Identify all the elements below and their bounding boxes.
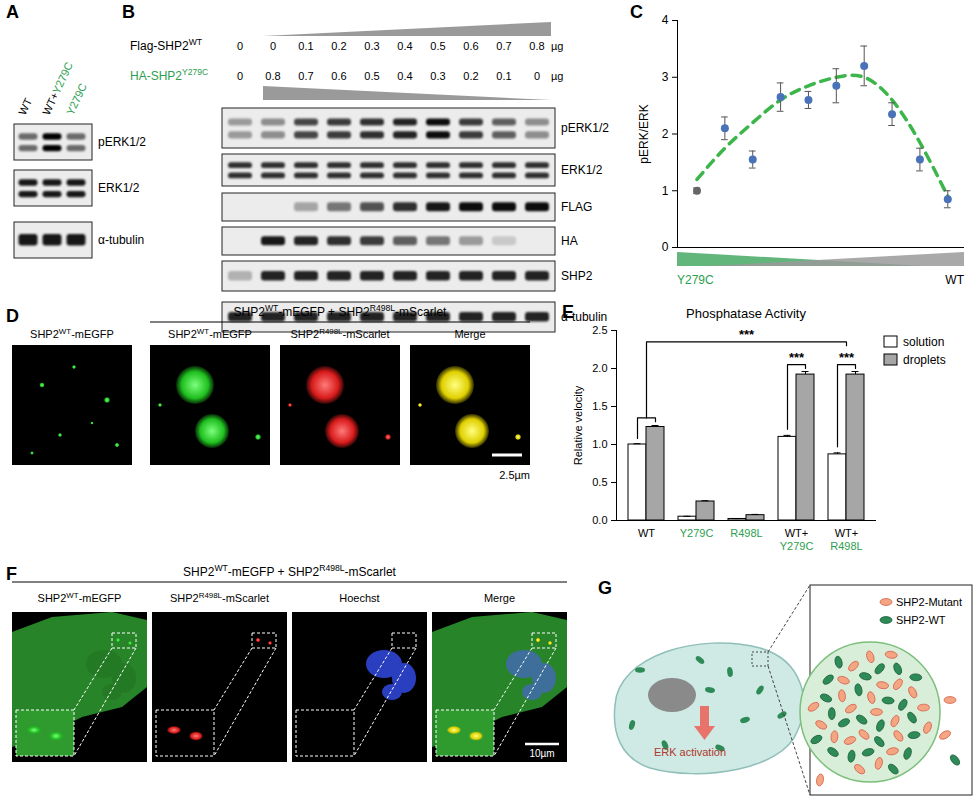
svg-text:WT+Y279C: WT+Y279C	[780, 527, 814, 552]
svg-text:SHP2R498L-mScarlet: SHP2R498L-mScarlet	[170, 591, 269, 604]
svg-text:G: G	[598, 578, 612, 598]
svg-text:0: 0	[237, 40, 243, 52]
svg-text:Phosphatase Activity: Phosphatase Activity	[686, 306, 806, 321]
svg-text:solution: solution	[903, 335, 944, 349]
svg-text:Merge: Merge	[454, 328, 485, 340]
svg-text:Y279C: Y279C	[680, 527, 714, 539]
svg-text:0: 0	[237, 70, 243, 82]
svg-text:WT: WT	[16, 96, 34, 117]
svg-text:0.6: 0.6	[463, 40, 478, 52]
svg-text:pERK1/2: pERK1/2	[561, 121, 609, 135]
svg-text:α-tubulin: α-tubulin	[98, 233, 144, 247]
svg-text:0: 0	[662, 240, 669, 254]
svg-text:0.5: 0.5	[364, 70, 379, 82]
svg-text:Relative velocity: Relative velocity	[572, 385, 584, 465]
svg-text:ERK1/2: ERK1/2	[98, 181, 140, 195]
svg-text:A: A	[6, 2, 19, 22]
svg-text:0.2: 0.2	[463, 70, 478, 82]
svg-text:Flag-SHP2WT: Flag-SHP2WT	[130, 37, 203, 53]
svg-text:droplets: droplets	[903, 353, 946, 367]
svg-text:***: ***	[839, 350, 855, 365]
svg-text:0.4: 0.4	[397, 70, 412, 82]
svg-text:ERK activation: ERK activation	[654, 746, 726, 758]
svg-text:B: B	[122, 2, 135, 22]
svg-text:2.0: 2.0	[592, 362, 607, 374]
svg-text:2.5µm: 2.5µm	[499, 469, 530, 481]
svg-text:4: 4	[662, 13, 669, 27]
svg-text:SHP2: SHP2	[561, 269, 593, 283]
svg-text:0.0: 0.0	[592, 514, 607, 526]
svg-text:SHP2R498L-mScarlet: SHP2R498L-mScarlet	[290, 327, 389, 340]
svg-text:HA-SHP2Y279C: HA-SHP2Y279C	[130, 67, 208, 83]
svg-text:0.7: 0.7	[298, 70, 313, 82]
svg-text:ERK1/2: ERK1/2	[561, 163, 603, 177]
svg-text:0.8: 0.8	[529, 40, 544, 52]
svg-text:SHP2WT-mEGFP: SHP2WT-mEGFP	[30, 327, 114, 340]
svg-text:µg: µg	[551, 40, 563, 52]
svg-text:0: 0	[534, 70, 540, 82]
svg-text:0.4: 0.4	[397, 40, 412, 52]
svg-text:pERK/ERK: pERK/ERK	[637, 104, 651, 163]
svg-text:0.5: 0.5	[430, 40, 445, 52]
svg-text:D: D	[6, 306, 19, 326]
svg-text:WT+R498L: WT+R498L	[830, 527, 862, 552]
svg-text:C: C	[630, 2, 643, 22]
svg-text:SHP2-Mutant: SHP2-Mutant	[896, 596, 962, 608]
svg-text:1.0: 1.0	[592, 438, 607, 450]
svg-text:SHP2-WT: SHP2-WT	[896, 614, 946, 626]
svg-text:WT: WT	[945, 273, 964, 287]
svg-text:0.3: 0.3	[364, 40, 379, 52]
svg-text:E: E	[562, 302, 574, 322]
svg-text:2.5: 2.5	[592, 324, 607, 336]
svg-text:3: 3	[662, 70, 669, 84]
svg-text:0.2: 0.2	[331, 40, 346, 52]
svg-text:α-tubulin: α-tubulin	[561, 310, 607, 324]
svg-text:***: ***	[789, 350, 805, 365]
svg-text:SHP2WT-mEGFP + SHP2R498L-mScar: SHP2WT-mEGFP + SHP2R498L-mScarlet	[183, 563, 397, 579]
svg-text:0: 0	[270, 40, 276, 52]
svg-text:FLAG: FLAG	[561, 200, 592, 214]
svg-text:***: ***	[739, 327, 755, 342]
svg-text:WT+Y279C: WT+Y279C	[40, 60, 75, 117]
svg-text:0.7: 0.7	[496, 40, 511, 52]
svg-text:0.1: 0.1	[496, 70, 511, 82]
svg-text:WT: WT	[638, 527, 655, 539]
svg-text:pERK1/2: pERK1/2	[98, 135, 146, 149]
svg-text:Hoechst: Hoechst	[339, 592, 379, 604]
svg-text:0.3: 0.3	[430, 70, 445, 82]
svg-text:Y279C: Y279C	[64, 81, 89, 117]
svg-text:1.5: 1.5	[592, 400, 607, 412]
svg-text:Y279C: Y279C	[677, 273, 714, 287]
svg-text:µg: µg	[551, 70, 563, 82]
svg-text:SHP2WT-mEGFP: SHP2WT-mEGFP	[38, 591, 122, 604]
svg-text:0.6: 0.6	[331, 70, 346, 82]
svg-text:SHP2WT-mEGFP + SHP2R498L-mScar: SHP2WT-mEGFP + SHP2R498L-mScarlet	[234, 303, 448, 319]
svg-text:0.1: 0.1	[298, 40, 313, 52]
svg-text:R498L: R498L	[730, 527, 762, 539]
svg-text:0.5: 0.5	[592, 476, 607, 488]
svg-text:SHP2WT-mEGFP: SHP2WT-mEGFP	[168, 327, 252, 340]
svg-text:1: 1	[662, 184, 669, 198]
svg-text:HA: HA	[561, 234, 578, 248]
svg-text:F: F	[6, 564, 17, 584]
svg-text:Merge: Merge	[484, 592, 515, 604]
svg-text:2: 2	[662, 127, 669, 141]
svg-text:10µm: 10µm	[529, 748, 554, 759]
svg-text:0.8: 0.8	[265, 70, 280, 82]
